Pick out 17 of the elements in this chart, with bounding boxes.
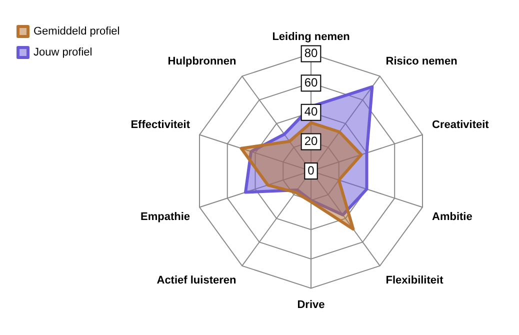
y-tick-label: 80 xyxy=(304,46,318,60)
spoke-label: Creativiteit xyxy=(432,119,490,132)
spoke-label: Drive xyxy=(297,298,325,311)
y-tick-label: 60 xyxy=(304,75,318,90)
y-tick-label: 20 xyxy=(304,134,318,148)
spoke-label: Ambitie xyxy=(432,210,472,223)
y-tick-label: 0 xyxy=(308,163,315,178)
spoke-label: Empathie xyxy=(140,210,190,223)
legend-label: Gemiddeld profiel xyxy=(34,26,120,38)
legend-label: Jouw profiel xyxy=(34,46,92,59)
spoke-label: Effectiviteit xyxy=(130,119,190,132)
spoke-label: Hulpbronnen xyxy=(168,56,236,68)
spoke-label: Flexibiliteit xyxy=(386,274,444,287)
spoke-label: Actief luisteren xyxy=(156,274,236,287)
spoke-label: Risico nemen xyxy=(386,56,458,68)
spoke-label: Leiding nemen xyxy=(272,31,350,44)
y-tick-label: 40 xyxy=(304,104,318,119)
